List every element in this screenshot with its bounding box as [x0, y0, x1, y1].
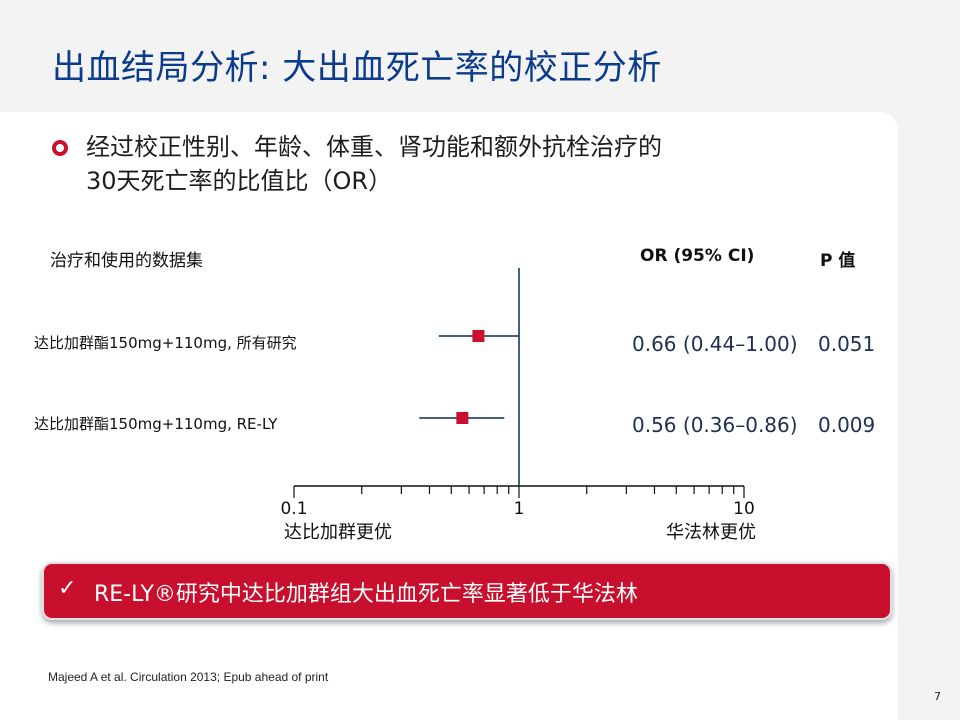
callout-text: RE-LY®研究中达比加群组大出血死亡率显著低于华法林: [94, 582, 638, 607]
row-label-all-studies: 达比加群酯150mg+110mg, 所有研究: [34, 334, 297, 352]
tick-label: 0.1: [280, 499, 307, 519]
favors-right-label: 华法林更优: [666, 522, 756, 543]
or-header: OR (95% CI): [640, 246, 755, 266]
conclusion-callout: ✓ RE-LY®研究中达比加群组大出血死亡率显著低于华法林: [42, 562, 892, 620]
bullet-icon: [52, 140, 68, 156]
or-value-rely: 0.56 (0.36–0.86): [632, 413, 798, 437]
p-value-all-studies: 0.051: [818, 332, 876, 356]
point-estimate-marker: [456, 412, 469, 424]
bullet-text: 经过校正性别、年龄、体重、肾功能和额外抗栓治疗的 30天死亡率的比值比（OR）: [86, 130, 876, 198]
bullet-line-2: 30天死亡率的比值比（OR）: [86, 167, 393, 195]
page-number: 7: [934, 690, 941, 703]
favors-left-label: 达比加群更优: [284, 522, 392, 543]
reference-text: Majeed A et al. Circulation 2013; Epub a…: [48, 670, 329, 684]
point-estimate-marker: [472, 330, 485, 342]
p-value-rely: 0.009: [818, 413, 876, 437]
tick-label: 10: [733, 499, 755, 519]
row-label-rely: 达比加群酯150mg+110mg, RE-LY: [34, 415, 278, 433]
tick-label: 1: [514, 499, 525, 519]
slide-title: 出血结局分析: 大出血死亡率的校正分析: [52, 48, 662, 88]
check-icon: ✓: [58, 576, 77, 601]
bullet-line-1: 经过校正性别、年龄、体重、肾功能和额外抗栓治疗的: [86, 133, 662, 161]
dataset-header: 治疗和使用的数据集: [50, 251, 203, 271]
or-value-all-studies: 0.66 (0.44–1.00): [632, 332, 798, 356]
p-header: P 值: [820, 251, 856, 271]
